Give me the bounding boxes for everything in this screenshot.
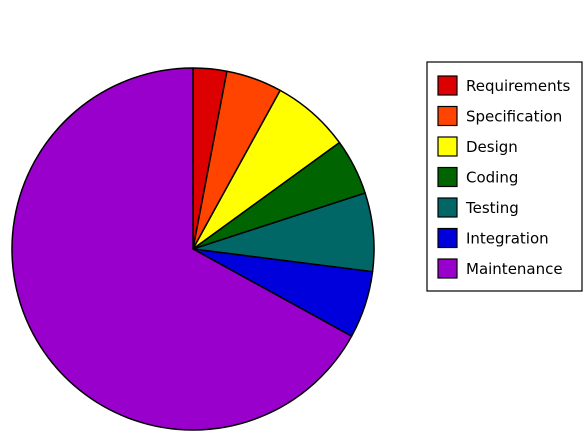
legend-swatch-specification <box>437 105 458 127</box>
legend-label-specification: Specification <box>466 108 562 126</box>
legend-swatch-design <box>437 136 458 157</box>
pie-slices <box>11 67 375 431</box>
legend-label-coding: Coding <box>466 169 518 187</box>
legend-swatch-testing <box>437 197 458 218</box>
legend-label-maintenance: Maintenance <box>466 260 563 278</box>
legend-swatch-coding <box>437 166 458 188</box>
legend-label-testing: Testing <box>465 199 519 217</box>
legend-swatch-requirements <box>437 75 458 96</box>
pie-slice-maintenance <box>11 67 353 431</box>
legend: Requirements Specification Design Coding Tes… <box>426 61 583 292</box>
legend-label-design: Design <box>466 138 518 156</box>
legend-swatch-integration <box>437 227 458 249</box>
legend-swatch-maintenance <box>437 258 458 279</box>
legend-label-integration: Integration <box>466 230 549 248</box>
legend-label-requirements: Requirements <box>466 77 570 95</box>
